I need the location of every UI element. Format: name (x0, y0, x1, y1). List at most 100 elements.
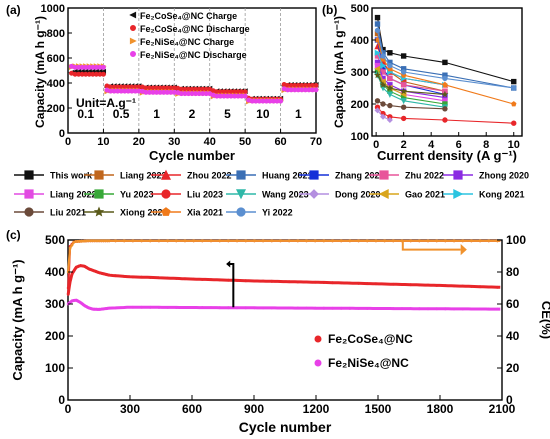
data-point (66, 286, 70, 290)
x-tick-label: 900 (244, 402, 264, 416)
data-point (235, 306, 239, 310)
y-tick-label: 400 (47, 78, 65, 90)
data-point (279, 239, 282, 243)
data-point (470, 239, 473, 243)
legend-label: Fe₂CoSe₄@NC Charge (140, 11, 237, 21)
data-point (487, 239, 491, 243)
data-point (470, 307, 473, 311)
legend-marker (235, 189, 247, 200)
data-point (107, 239, 111, 243)
panel-c-ticks: 0 300 600 900 1200 1500 1800 210001002003004005… (45, 233, 526, 416)
data-point (400, 239, 404, 243)
data-point (374, 27, 381, 34)
data-point (452, 284, 456, 288)
legend-marker (24, 189, 34, 199)
data-point (174, 277, 178, 280)
panel-b-ylabel: Capacity (mA h g⁻¹) (332, 16, 346, 128)
data-point (374, 65, 381, 72)
panel-b-xlabel: Current density (A g⁻¹) (377, 148, 517, 163)
data-point (365, 239, 369, 243)
y-tick-label: 100 (351, 131, 369, 143)
data-point (305, 280, 308, 284)
data-point (244, 279, 248, 283)
x-tick-label: 60 (274, 136, 286, 148)
data-point (383, 307, 387, 310)
series-line (376, 23, 514, 89)
data-point (261, 279, 265, 283)
data-point (261, 239, 265, 243)
legend-label: Zhang 2020 (335, 171, 385, 181)
data-point (383, 239, 387, 243)
data-point (386, 84, 394, 92)
data-point (339, 239, 343, 243)
data-point (279, 280, 282, 283)
data-point (443, 284, 447, 288)
legend-label: Huang 2021 (262, 171, 313, 181)
data-point (387, 102, 393, 109)
legend-marker (94, 189, 104, 199)
data-point (365, 307, 369, 310)
data-point (244, 306, 248, 310)
series-line (376, 30, 514, 89)
data-point (443, 239, 447, 243)
data-point (140, 239, 143, 243)
data-point (278, 98, 284, 104)
y-tick-label: 0 (59, 128, 65, 140)
data-point (313, 306, 317, 310)
data-point (435, 307, 439, 311)
data-point (192, 277, 196, 281)
panel-b-tag: (b) (322, 3, 337, 17)
series-line (66, 264, 501, 295)
data-point (66, 293, 70, 296)
y-tick-label: 0 (58, 393, 65, 407)
data-point (511, 120, 517, 126)
data-point (287, 306, 291, 310)
legend-label: Xia 2021 (187, 208, 223, 218)
data-point (148, 239, 152, 243)
legend-label: Fe₂NiSe₄@NC Discharge (140, 50, 247, 60)
left-axis-arrow-head (226, 260, 231, 268)
panel-c-marks (66, 239, 501, 311)
data-point (443, 307, 447, 311)
legend-marker (379, 170, 389, 180)
data-point (296, 280, 300, 284)
data-point (452, 239, 456, 243)
data-point (374, 49, 381, 56)
legend-marker (314, 359, 322, 367)
legend-marker (94, 170, 104, 180)
data-point (452, 307, 456, 311)
data-point (72, 269, 76, 273)
x-tick-label: 70 (310, 136, 322, 148)
x-tick-label: 600 (182, 402, 202, 416)
data-point (148, 305, 152, 309)
data-point (287, 239, 291, 243)
data-point (200, 239, 204, 243)
legend-label: Yi 2022 (262, 208, 293, 218)
data-point (107, 273, 111, 277)
data-point (200, 277, 204, 281)
data-point (270, 239, 274, 243)
y2-tick-label: 20 (506, 361, 520, 375)
x-tick-label: 2100 (489, 402, 516, 416)
data-point (426, 307, 430, 311)
data-point (348, 281, 352, 285)
data-point (435, 283, 439, 287)
data-point (391, 282, 395, 286)
panel-a-frame (67, 7, 317, 134)
series-line (376, 68, 404, 95)
legend-marker (314, 335, 322, 343)
data-point (322, 306, 326, 310)
data-point (253, 306, 256, 310)
data-point (70, 273, 74, 276)
rate-label: 1 (153, 107, 160, 121)
legend-marker (453, 188, 464, 200)
legend-label: Dong 2020 (335, 190, 381, 200)
data-point (331, 239, 334, 243)
data-point (305, 306, 308, 310)
x-tick-label: 2 (401, 139, 407, 151)
data-point (331, 281, 334, 285)
data-point (209, 306, 213, 310)
legend-marker (129, 51, 136, 58)
data-point (242, 93, 248, 99)
data-point (100, 71, 106, 77)
